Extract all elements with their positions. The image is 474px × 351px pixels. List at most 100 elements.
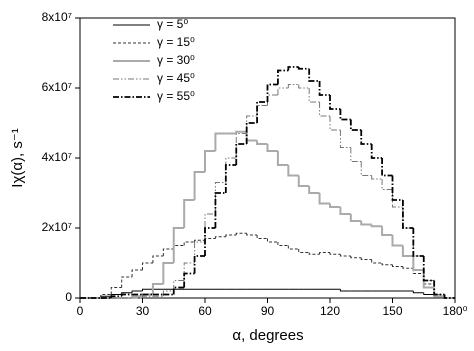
x-tick-label: 90 <box>261 304 275 318</box>
step-segment <box>245 131 258 142</box>
step-segment <box>329 116 341 131</box>
step-segment <box>370 144 383 159</box>
step-segment <box>173 245 185 249</box>
step-segment <box>121 276 133 288</box>
y-tick-label: 0 <box>65 290 72 304</box>
step-segment <box>235 130 247 134</box>
step-segment <box>246 115 258 134</box>
y-axis-title: Iχ(α), s⁻¹ <box>9 128 26 187</box>
step-segment <box>318 81 330 96</box>
step-segment <box>266 83 278 102</box>
step-segment <box>349 119 362 131</box>
step-segment <box>402 200 414 229</box>
step-segment <box>110 287 122 295</box>
step-segment <box>350 147 362 162</box>
step-segment <box>142 288 153 291</box>
step-segment <box>381 158 393 177</box>
step-segment <box>131 295 143 298</box>
step-segment <box>392 264 403 267</box>
step-segment <box>120 293 133 297</box>
step-segment <box>298 84 310 89</box>
step-segment <box>402 207 414 229</box>
legend-label: γ = 5⁰ <box>157 17 188 31</box>
step-segment <box>422 256 435 282</box>
step-segment <box>131 269 143 277</box>
step-segment <box>194 241 205 263</box>
step-segment <box>193 255 205 274</box>
y-tick-label: 4x10⁷ <box>42 150 72 164</box>
step-segment <box>339 109 351 121</box>
step-segment <box>297 67 310 70</box>
step-segment <box>267 238 278 243</box>
step-segment <box>183 199 195 228</box>
step-segment <box>246 233 258 236</box>
step-segment <box>235 232 247 235</box>
step-segment <box>412 291 424 294</box>
step-segment <box>360 221 372 226</box>
step-segment <box>308 88 320 103</box>
step-segment <box>276 151 289 166</box>
step-segment <box>443 294 455 299</box>
step-segment <box>204 150 216 172</box>
step-segment <box>287 66 299 71</box>
legend-label: γ = 55⁰ <box>157 89 195 103</box>
step-segment <box>402 266 414 269</box>
step-segment <box>267 94 278 106</box>
x-tick-label: 120 <box>320 304 340 318</box>
step-segment <box>412 256 424 271</box>
step-segment <box>423 256 435 281</box>
step-segment <box>371 259 383 264</box>
step-segment <box>360 130 372 145</box>
step-segment <box>256 235 268 239</box>
step-segment <box>360 257 372 260</box>
step-segment <box>183 262 195 281</box>
step-segment <box>381 226 393 236</box>
step-segment <box>183 241 195 246</box>
step-segment <box>433 280 445 295</box>
step-segment <box>142 295 153 298</box>
step-segment <box>339 207 351 215</box>
step-segment <box>423 273 435 285</box>
step-segment <box>110 295 122 298</box>
step-segment <box>193 171 205 200</box>
step-segment <box>339 130 351 148</box>
step-segment <box>329 203 341 208</box>
step-segment <box>266 144 278 152</box>
step-segment <box>142 262 153 270</box>
step-segment <box>329 95 341 110</box>
step-segment <box>173 280 185 291</box>
legend-label: γ = 30⁰ <box>157 53 195 67</box>
step-segment <box>329 252 341 255</box>
step-segment <box>224 164 237 193</box>
step-segment <box>256 101 268 123</box>
step-segment <box>371 175 383 180</box>
step-segment <box>412 228 424 257</box>
x-tick-label: 0 <box>77 304 84 318</box>
x-tick-label: 30 <box>136 304 150 318</box>
step-segment <box>204 238 216 241</box>
step-segment <box>350 256 362 259</box>
step-segment <box>194 239 205 242</box>
step-segment <box>381 263 393 266</box>
step-segment <box>349 214 362 222</box>
step-segment <box>412 228 424 257</box>
y-tick-label: 2x10⁷ <box>42 220 72 234</box>
step-segment <box>381 179 393 190</box>
step-segment <box>392 189 403 208</box>
step-segment <box>391 175 403 201</box>
step-segment <box>370 224 383 228</box>
step-segment <box>277 69 289 85</box>
step-segment <box>214 192 226 228</box>
step-segment <box>214 182 226 214</box>
step-segment <box>214 132 226 151</box>
step-segment <box>298 249 310 253</box>
step-segment <box>172 286 185 295</box>
step-segment <box>360 161 372 176</box>
step-segment <box>225 234 237 237</box>
step-segment <box>308 186 320 194</box>
step-segment <box>100 294 112 298</box>
step-segment <box>308 252 320 255</box>
step-segment <box>256 140 268 145</box>
step-segment <box>433 280 445 296</box>
